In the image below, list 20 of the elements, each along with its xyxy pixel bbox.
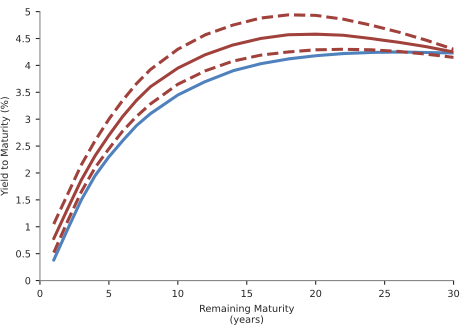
y-tick-label: 2.5 <box>16 142 30 150</box>
y-tick-label: 2 <box>25 169 30 177</box>
y-tick-label: 4.5 <box>16 35 30 42</box>
x-tick-label: 25 <box>379 290 390 298</box>
x-tick-label: 30 <box>448 290 460 298</box>
y-axis-title: Yield to Maturity (%) <box>0 97 10 196</box>
y-tick-label: 5 <box>25 8 30 16</box>
y-tick-label: 4 <box>25 62 30 70</box>
x-tick-label: 10 <box>172 290 184 298</box>
x-tick-label: 15 <box>242 290 252 298</box>
x-tick-label: 5 <box>106 290 112 298</box>
x-tick-label: 20 <box>310 290 322 298</box>
y-tick-label: 1 <box>26 223 30 230</box>
y-tick-label: 3 <box>25 116 30 124</box>
y-tick-label: 0.5 <box>16 250 30 258</box>
y-tick-label: 1.5 <box>16 196 30 204</box>
y-tick-label: 3.5 <box>16 88 30 96</box>
x-tick-label: 0 <box>38 290 42 298</box>
x-axis-title: Remaining Maturity (years) <box>200 304 294 325</box>
y-tick-label: 0 <box>25 277 30 284</box>
